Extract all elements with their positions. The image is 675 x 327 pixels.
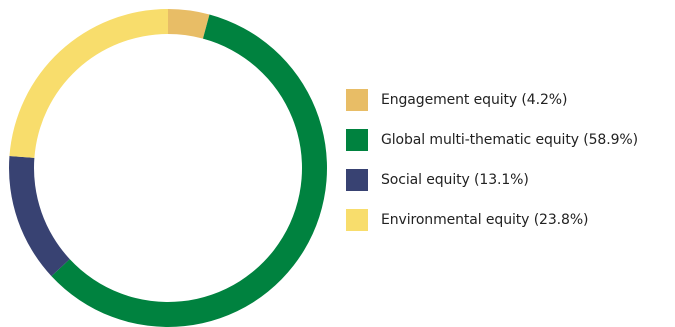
legend-swatch	[346, 128, 368, 151]
legend-swatch	[346, 88, 368, 111]
legend-label: Engagement equity (4.2%)	[381, 91, 568, 108]
legend-label: Environmental equity (23.8%)	[381, 211, 589, 228]
donut-slice-social-equity	[8, 156, 70, 277]
legend-swatch	[346, 208, 368, 231]
legend-swatch	[346, 168, 368, 191]
legend-item: Environmental equity (23.8%)	[346, 208, 672, 231]
legend-label: Social equity (13.1%)	[381, 171, 529, 188]
donut-slice-global-multi-thematic-equity	[51, 14, 327, 327]
donut-slice-environmental-equity	[9, 9, 168, 158]
legend-item: Global multi-thematic equity (58.9%)	[346, 128, 672, 151]
chart-legend: Engagement equity (4.2%) Global multi-the…	[346, 88, 672, 248]
legend-item: Engagement equity (4.2%)	[346, 88, 672, 111]
legend-item: Social equity (13.1%)	[346, 168, 672, 191]
donut-slice-engagement-equity	[168, 9, 210, 39]
legend-label: Global multi-thematic equity (58.9%)	[381, 131, 638, 148]
